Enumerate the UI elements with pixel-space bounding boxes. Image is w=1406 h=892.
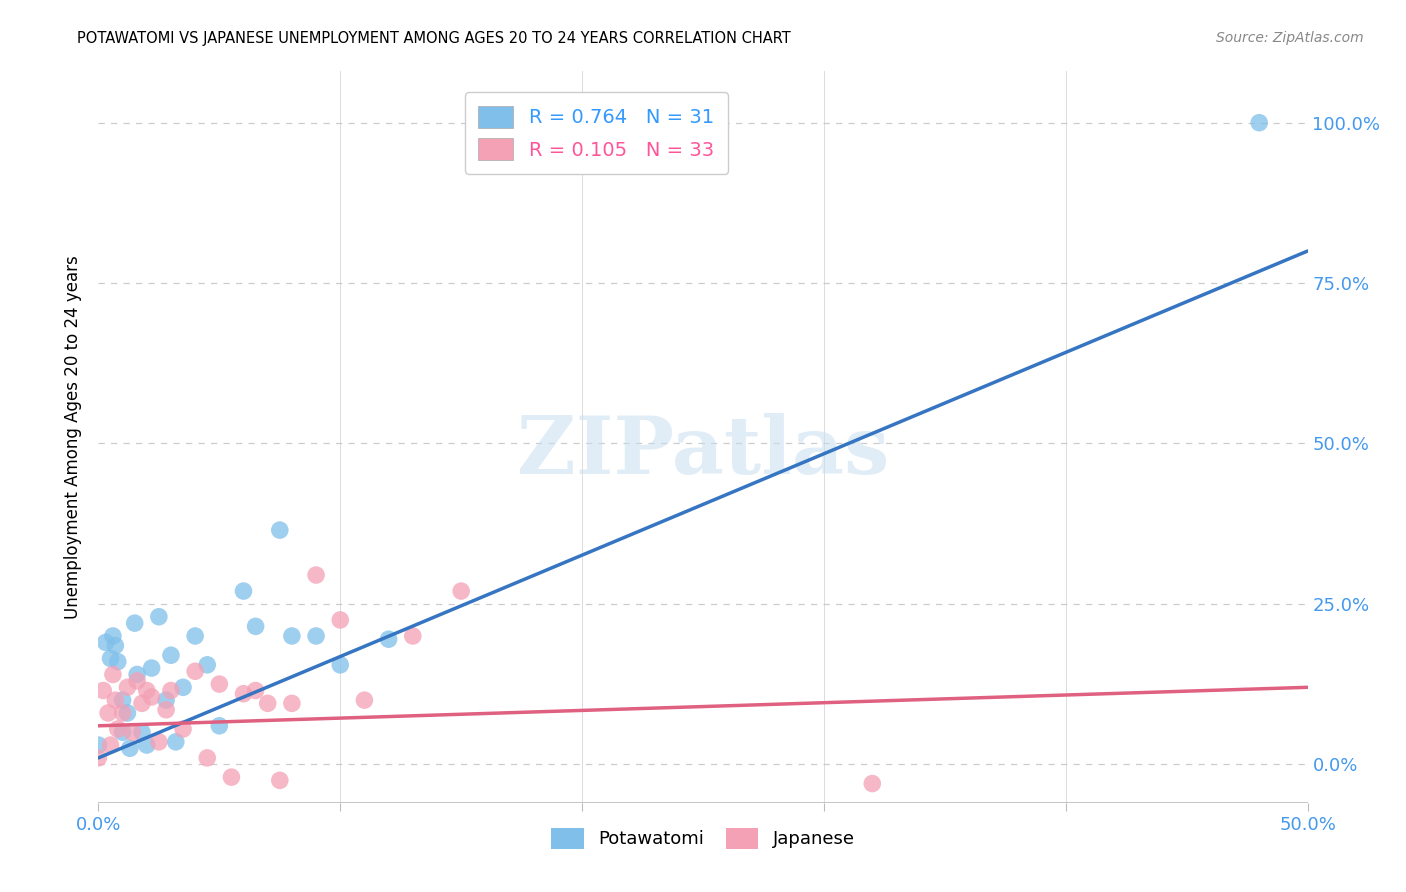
Point	[160, 648, 183, 663]
Point	[131, 725, 153, 739]
Point	[329, 613, 352, 627]
Point	[281, 697, 304, 711]
Text: Source: ZipAtlas.com: Source: ZipAtlas.com	[1216, 31, 1364, 45]
Point	[353, 693, 375, 707]
Y-axis label: Unemployment Among Ages 20 to 24 years: Unemployment Among Ages 20 to 24 years	[65, 255, 83, 619]
Point	[269, 773, 291, 788]
Point	[245, 683, 267, 698]
Point	[100, 651, 122, 665]
Point	[221, 770, 243, 784]
Point	[135, 683, 157, 698]
Point	[141, 690, 163, 704]
Point	[450, 584, 472, 599]
Point	[135, 738, 157, 752]
Point	[377, 632, 399, 647]
Point	[97, 706, 120, 720]
Point	[111, 725, 134, 739]
Point	[148, 609, 170, 624]
Point	[141, 661, 163, 675]
Point	[87, 751, 110, 765]
Point	[107, 655, 129, 669]
Point	[208, 677, 231, 691]
Point	[1249, 116, 1271, 130]
Point	[107, 722, 129, 736]
Point	[184, 665, 207, 679]
Point	[281, 629, 304, 643]
Point	[305, 629, 328, 643]
Point	[172, 722, 194, 736]
Text: POTAWATOMI VS JAPANESE UNEMPLOYMENT AMONG AGES 20 TO 24 YEARS CORRELATION CHART: POTAWATOMI VS JAPANESE UNEMPLOYMENT AMON…	[77, 31, 792, 46]
Point	[87, 738, 110, 752]
Point	[155, 703, 177, 717]
Point	[402, 629, 425, 643]
Point	[111, 706, 134, 720]
Point	[124, 616, 146, 631]
Point	[91, 683, 114, 698]
Point	[195, 657, 218, 672]
Point	[195, 751, 218, 765]
Point	[121, 725, 143, 739]
Point	[172, 681, 194, 695]
Point	[117, 706, 139, 720]
Point	[117, 681, 139, 695]
Point	[232, 687, 254, 701]
Point	[305, 568, 328, 582]
Point	[131, 697, 153, 711]
Point	[118, 741, 141, 756]
Point	[104, 639, 127, 653]
Point	[155, 693, 177, 707]
Point	[860, 776, 883, 790]
Text: ZIPatlas: ZIPatlas	[517, 413, 889, 491]
Point	[100, 738, 122, 752]
Point	[101, 629, 124, 643]
Point	[104, 693, 127, 707]
Point	[329, 657, 352, 672]
Point	[111, 693, 134, 707]
Point	[165, 735, 187, 749]
Point	[184, 629, 207, 643]
Legend: Potawatomi, Japanese: Potawatomi, Japanese	[544, 821, 862, 856]
Point	[208, 719, 231, 733]
Point	[245, 619, 267, 633]
Point	[232, 584, 254, 599]
Point	[94, 635, 117, 649]
Point	[101, 667, 124, 681]
Point	[127, 673, 149, 688]
Point	[256, 697, 278, 711]
Point	[148, 735, 170, 749]
Point	[160, 683, 183, 698]
Point	[127, 667, 149, 681]
Point	[269, 523, 291, 537]
